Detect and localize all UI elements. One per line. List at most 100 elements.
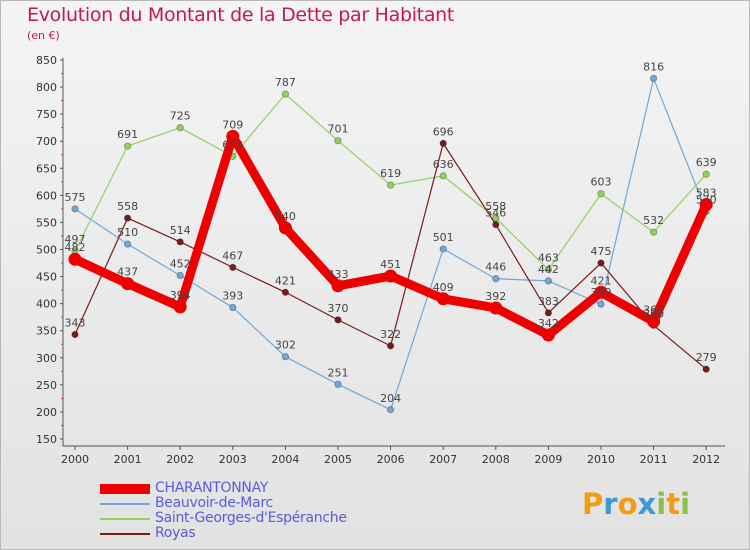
data-point: [281, 90, 289, 98]
data-label: 583: [696, 187, 717, 200]
x-tick-label: 2009: [534, 453, 562, 466]
data-label: 701: [328, 123, 349, 136]
logo-letter: x: [637, 487, 657, 521]
data-point: [699, 198, 713, 212]
logo-letter: o: [617, 487, 638, 521]
data-point: [384, 269, 398, 283]
data-label: 510: [117, 226, 138, 239]
data-point: [334, 380, 342, 388]
series-line: [74, 77, 707, 411]
legend-label: Beauvoir-de-Marc: [155, 495, 273, 511]
data-label: 451: [380, 258, 401, 271]
data-label: 639: [696, 156, 717, 169]
y-tick-label: 300: [36, 352, 57, 365]
data-point: [176, 124, 184, 132]
legend-label: Saint-Georges-d'Espéranche: [155, 510, 347, 526]
x-tick-label: 2003: [219, 453, 247, 466]
data-label: 343: [65, 317, 86, 330]
y-tick-label: 450: [36, 271, 57, 284]
x-tick-label: 2008: [482, 453, 510, 466]
data-point: [71, 330, 79, 339]
series-saint-georges-d-esp-ranche: [71, 90, 710, 274]
data-point: [386, 181, 395, 189]
data-point: [649, 74, 658, 83]
data-point: [278, 221, 292, 235]
data-label: 696: [433, 125, 454, 138]
series-layer: [68, 74, 713, 414]
data-label: 322: [380, 328, 401, 341]
axes: 150 200 250 300 350 400 450 500 550 600 650 700 750 8…: [36, 54, 725, 466]
y-tick-label: 400: [36, 298, 57, 311]
legend-swatch: [100, 484, 150, 494]
data-point: [229, 303, 237, 312]
data-label: 619: [380, 167, 401, 180]
data-label: 497: [65, 233, 86, 246]
data-label: 540: [275, 210, 296, 223]
data-label: 475: [591, 245, 612, 258]
y-tick-label: 850: [36, 54, 57, 67]
legend-swatch: [100, 518, 150, 520]
data-point: [281, 353, 289, 361]
data-label: 367: [643, 304, 664, 317]
y-tick-label: 700: [36, 135, 57, 148]
legend-label: CHARANTONNAY: [155, 480, 269, 496]
data-label: 603: [591, 176, 612, 189]
x-tick-label: 2000: [61, 453, 89, 466]
data-point: [173, 300, 187, 314]
data-point: [439, 245, 447, 253]
data-label: 482: [65, 241, 86, 254]
data-labels: 575 510 452 393 302 251 204 501 446 442 399 816 570 4…: [65, 60, 717, 404]
data-label: 787: [275, 76, 296, 89]
data-label: 570: [696, 194, 717, 207]
logo-letter: r: [603, 487, 618, 521]
legend-label: Royas: [155, 525, 196, 541]
logo-letter: i: [656, 487, 667, 521]
data-label: 725: [170, 110, 191, 123]
data-point: [331, 279, 345, 293]
data-point: [334, 316, 342, 324]
chart-title: Evolution du Montant de la Dette par Hab…: [27, 4, 455, 26]
data-label: 370: [328, 302, 349, 315]
y-tick-label: 650: [36, 162, 57, 175]
data-point: [124, 142, 132, 150]
data-label: 446: [485, 261, 506, 274]
data-point: [541, 328, 555, 342]
data-point: [386, 342, 395, 350]
x-tick-label: 2011: [640, 453, 668, 466]
data-label: 421: [591, 274, 612, 287]
data-label: 394: [170, 289, 191, 302]
logo-letter: i: [680, 487, 691, 521]
data-label: 558: [117, 200, 138, 213]
data-point: [124, 240, 132, 248]
series-charantonnay: [68, 129, 713, 342]
series-beauvoir-de-marc: [71, 74, 710, 414]
proxiti-logo: Proxiti: [582, 487, 690, 521]
legend-swatch: [100, 533, 150, 535]
data-label: 575: [65, 191, 86, 204]
data-label: 342: [538, 317, 559, 330]
data-label: 672: [222, 138, 243, 151]
data-point: [492, 275, 500, 283]
data-point: [649, 228, 658, 236]
data-label: 501: [433, 231, 454, 244]
data-label: 691: [117, 128, 138, 141]
y-tick-label: 350: [36, 325, 57, 338]
data-point: [597, 300, 605, 308]
data-point: [71, 205, 79, 213]
data-label: 392: [485, 290, 506, 303]
data-label: 514: [170, 224, 191, 237]
data-label: 546: [485, 207, 506, 220]
data-label: 636: [433, 158, 454, 171]
data-point: [334, 137, 342, 145]
data-label: 279: [696, 351, 717, 364]
data-point: [544, 277, 553, 285]
y-tick-label: 150: [36, 433, 57, 446]
x-tick-label: 2012: [692, 453, 720, 466]
y-tick-label: 550: [36, 216, 57, 229]
y-tick-label: 200: [36, 406, 57, 419]
data-point: [386, 406, 395, 414]
x-tick-label: 2002: [166, 453, 194, 466]
x-tick-label: 2010: [587, 453, 615, 466]
data-point: [176, 271, 184, 280]
